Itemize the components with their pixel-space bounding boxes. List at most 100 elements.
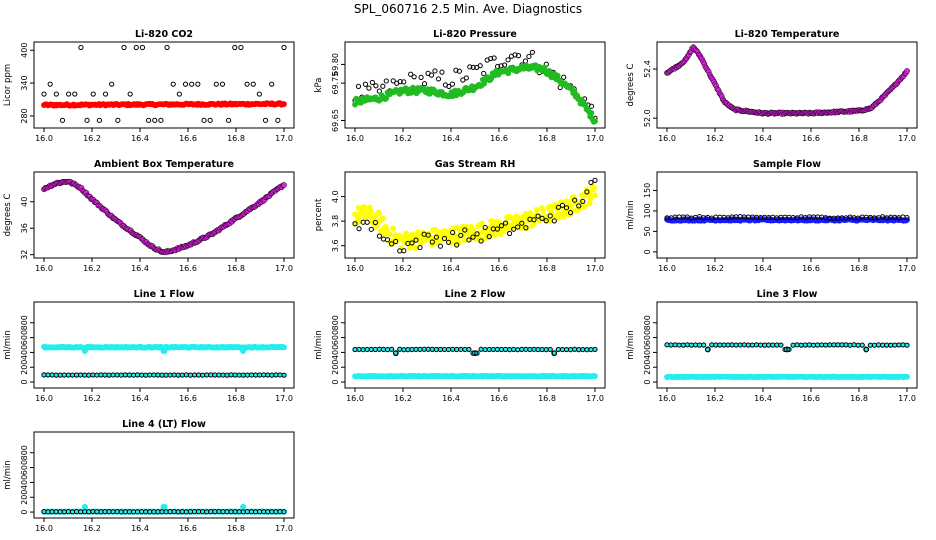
data-point: [425, 232, 431, 238]
data-point: [904, 215, 910, 221]
x-tick-label: 16.4: [442, 134, 460, 143]
data-point: [179, 372, 185, 378]
data-point: [592, 177, 598, 183]
data-point: [477, 63, 483, 69]
data-point: [417, 244, 423, 251]
data-point: [413, 245, 420, 251]
x-tick-label: 16.8: [850, 394, 868, 403]
data-point: [494, 226, 500, 232]
data-point: [701, 342, 707, 348]
data-point: [588, 179, 594, 186]
data-point: [851, 342, 857, 348]
data-point: [397, 79, 403, 85]
data-point: [232, 44, 238, 51]
data-point: [802, 342, 808, 348]
data-point: [591, 184, 597, 191]
data-point: [413, 237, 419, 243]
data-point: [240, 509, 246, 515]
data-point: [512, 52, 518, 58]
data-point: [737, 342, 743, 348]
data-point: [367, 207, 374, 214]
data-point: [482, 346, 488, 353]
data-point: [505, 57, 511, 63]
data-point: [470, 234, 476, 240]
plot-area: [352, 49, 598, 125]
data-point: [170, 81, 176, 87]
chart-panel-9: Line 3 Flow ml/min 16.0 16.2 16.4 16.6 16.8 17.…: [626, 289, 918, 403]
y-tick-label: 150: [643, 183, 652, 198]
plot-area: [664, 214, 910, 224]
data-point: [843, 342, 849, 348]
y-tick-label: 600: [331, 330, 340, 345]
x-tick-label: 16.8: [538, 264, 556, 273]
data-point: [53, 91, 59, 97]
data-point: [668, 342, 674, 348]
data-point: [265, 372, 271, 378]
data-point: [454, 242, 460, 248]
data-point: [59, 117, 66, 123]
data-point: [543, 347, 549, 353]
data-point: [502, 346, 509, 352]
data-point: [486, 232, 493, 239]
y-tick-label: 3.6: [331, 239, 340, 252]
series-co2-raw: [41, 44, 287, 123]
data-point: [592, 118, 598, 125]
data-point: [790, 342, 796, 348]
data-point: [183, 509, 189, 515]
data-point: [478, 346, 484, 352]
data-point: [281, 372, 287, 378]
x-tick-label: 16.0: [658, 134, 676, 143]
x-tick-label: 17.0: [275, 394, 293, 403]
data-point: [372, 219, 378, 226]
y-tick-label: 200: [643, 360, 652, 375]
plot-area: [41, 178, 287, 256]
chart-panel-4: Ambient Box Temperature degrees C 16.0 16.2…: [3, 159, 295, 273]
data-point: [523, 346, 529, 352]
x-tick-label: 16.8: [227, 134, 245, 143]
y-axis-label: kPa: [314, 78, 324, 93]
data-point: [709, 342, 715, 348]
data-point: [900, 342, 906, 348]
data-point: [84, 117, 90, 123]
data-point: [226, 117, 232, 123]
data-point: [810, 342, 817, 348]
data-point: [533, 206, 540, 213]
data-point: [437, 243, 444, 249]
x-tick-label: 17.0: [586, 394, 604, 403]
data-point: [187, 372, 194, 378]
x-tick-label: 16.2: [83, 134, 101, 143]
plot-area: [352, 177, 598, 254]
x-tick-label: 16.6: [490, 394, 508, 403]
data-point: [798, 342, 804, 348]
data-point: [244, 372, 250, 378]
y-tick-label: 36: [20, 223, 29, 233]
x-tick-label: 16.8: [227, 394, 245, 403]
plot-area: [664, 342, 910, 381]
data-point: [470, 226, 477, 233]
y-tick-label: 4.0: [331, 190, 340, 203]
data-point: [41, 509, 47, 515]
data-point: [163, 509, 169, 515]
data-point: [81, 348, 88, 354]
series-rh-avg: [352, 182, 598, 251]
data-point: [208, 372, 214, 378]
y-tick-label: 600: [20, 330, 29, 345]
data-point: [352, 101, 358, 108]
y-axis-label: degrees C: [3, 194, 13, 237]
data-point: [588, 346, 594, 353]
data-point: [78, 44, 84, 51]
data-point: [360, 346, 366, 353]
data-point: [376, 210, 382, 217]
series-pressure-raw: [352, 49, 598, 121]
data-point: [401, 248, 407, 254]
x-tick-label: 16.0: [658, 264, 676, 273]
data-point: [90, 91, 96, 97]
chart-panel-5: Gas Stream RH percent 16.0 16.2 16.4 16.6 16.8…: [314, 159, 606, 273]
data-point: [498, 346, 505, 353]
plot-frame: [344, 41, 606, 129]
chart-title: Line 3 Flow: [757, 289, 818, 300]
chart-title: Sample Flow: [753, 159, 821, 170]
data-point: [69, 509, 76, 515]
y-tick-label: 0: [331, 380, 340, 385]
x-tick-label: 16.4: [131, 394, 149, 403]
